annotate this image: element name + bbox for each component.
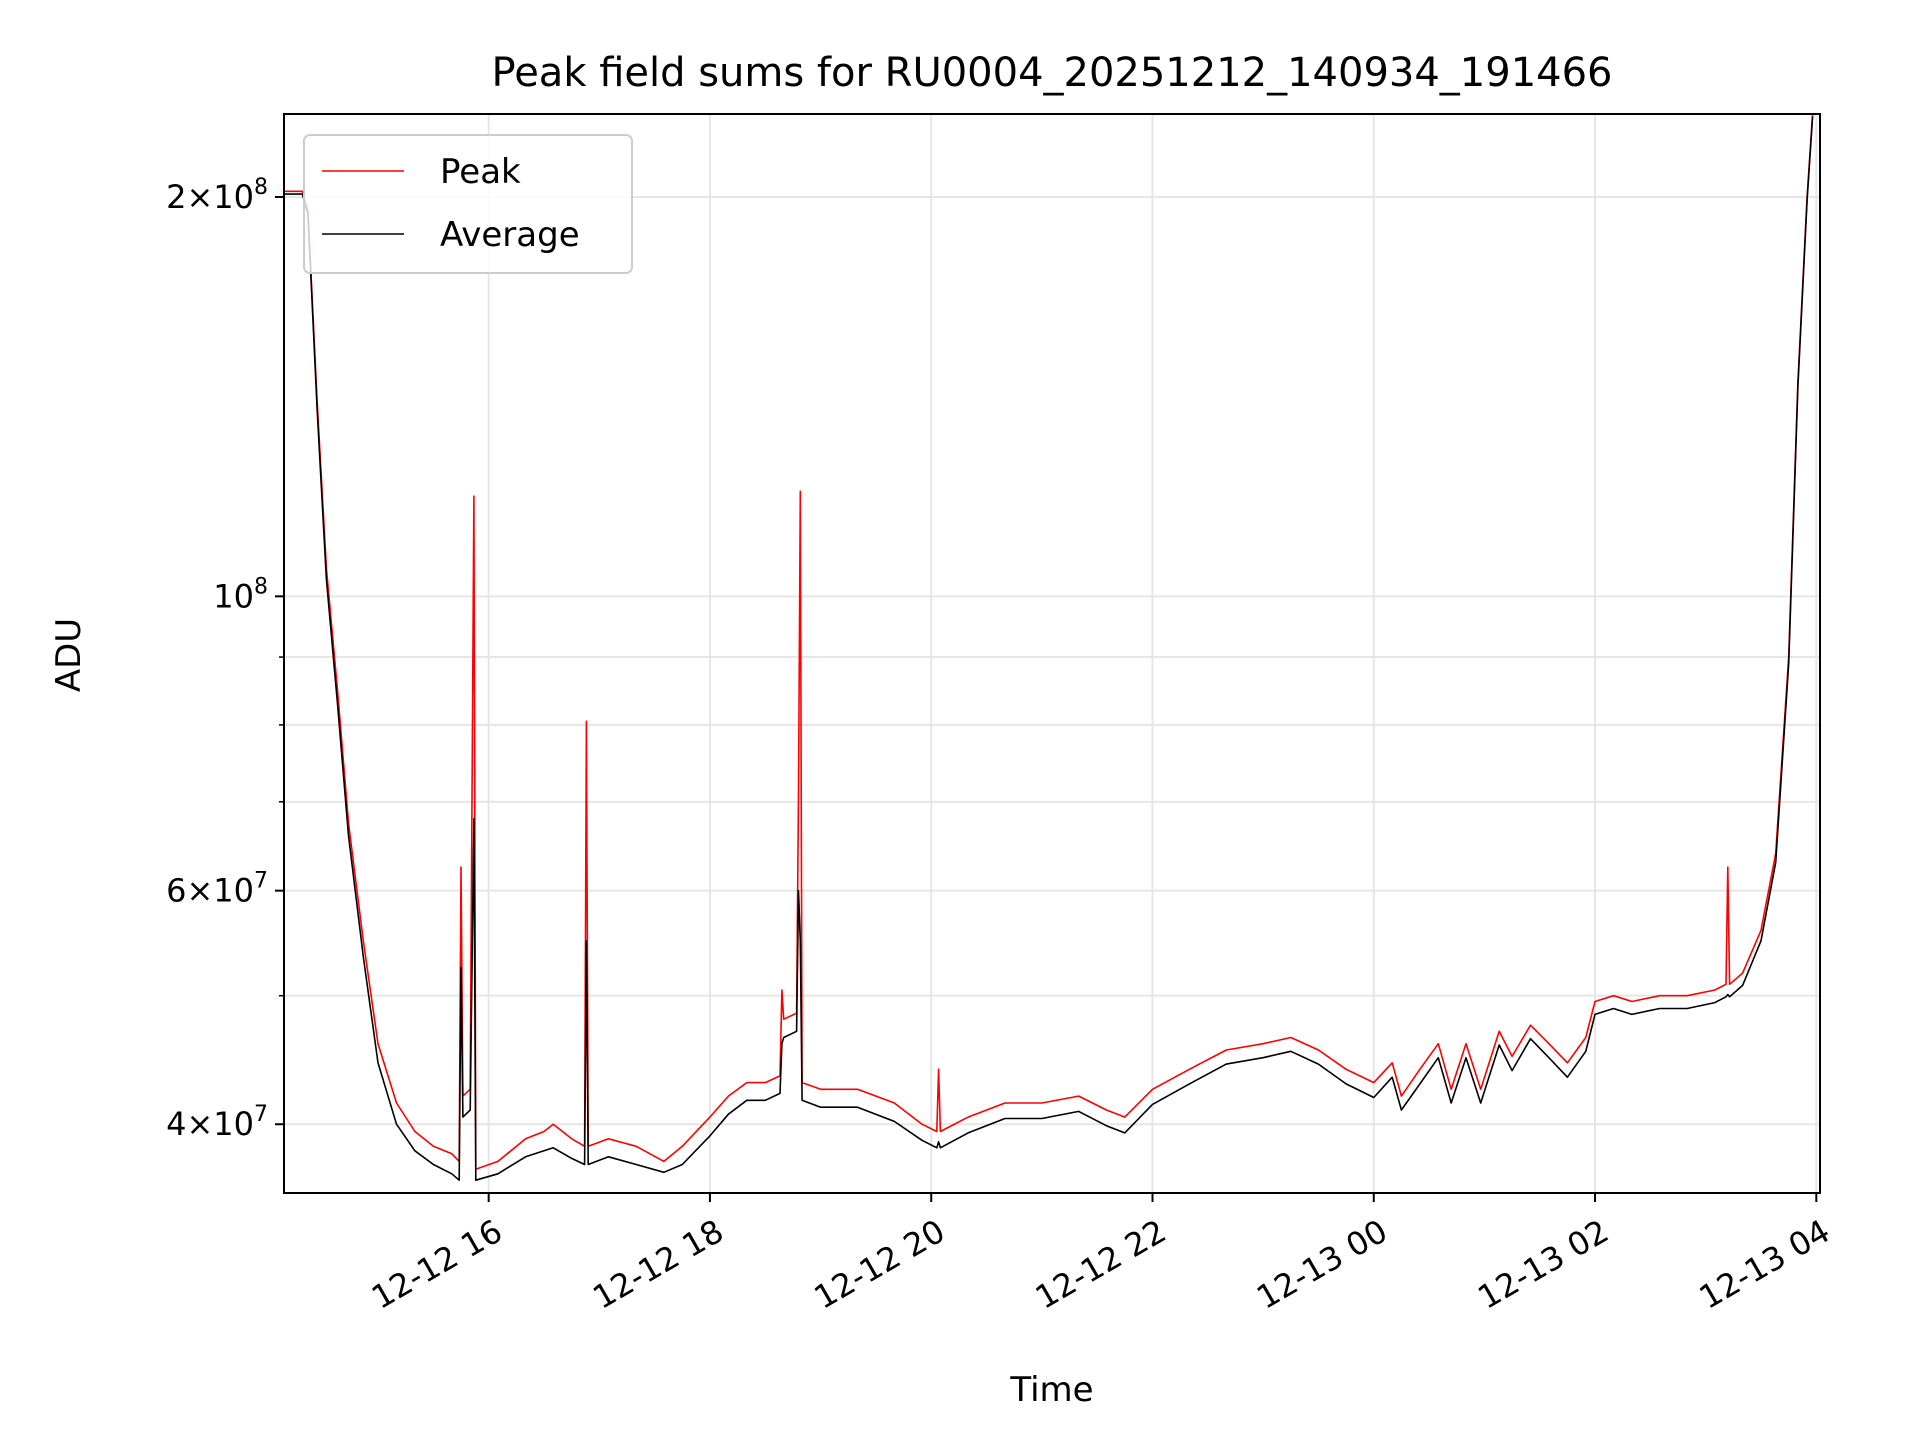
y-tick-label-base: 6×10 bbox=[166, 872, 254, 910]
y-axis-label: ADU bbox=[49, 618, 89, 692]
y-tick-label: 4×107 bbox=[166, 1102, 268, 1143]
plot-frame bbox=[283, 113, 1821, 1194]
y-tick-label-base: 4×10 bbox=[166, 1105, 254, 1143]
legend-box bbox=[303, 134, 633, 274]
y-tick-label: 2×108 bbox=[166, 175, 268, 216]
legend-label-average: Average bbox=[440, 215, 580, 255]
y-tick-label-exponent: 8 bbox=[254, 574, 268, 599]
y-tick-label-exponent: 7 bbox=[254, 1102, 268, 1127]
series-line-peak bbox=[284, 113, 1814, 1170]
legend-label-peak: Peak bbox=[440, 152, 521, 192]
y-tick-label: 108 bbox=[213, 574, 268, 615]
y-tick-label-base: 2×10 bbox=[166, 178, 254, 216]
legend: Peak Average bbox=[303, 134, 633, 274]
y-tick-label-exponent: 7 bbox=[254, 869, 268, 894]
chart-title: Peak field sums for RU0004_20251212_1409… bbox=[492, 50, 1613, 96]
series-line-average bbox=[284, 116, 1814, 1181]
y-tick-label: 6×107 bbox=[166, 869, 268, 910]
x-axis-label: Time bbox=[1009, 1370, 1093, 1410]
series-lines bbox=[284, 113, 1814, 1181]
y-tick-label-exponent: 8 bbox=[254, 175, 268, 200]
y-tick-label-base: 10 bbox=[213, 577, 254, 615]
